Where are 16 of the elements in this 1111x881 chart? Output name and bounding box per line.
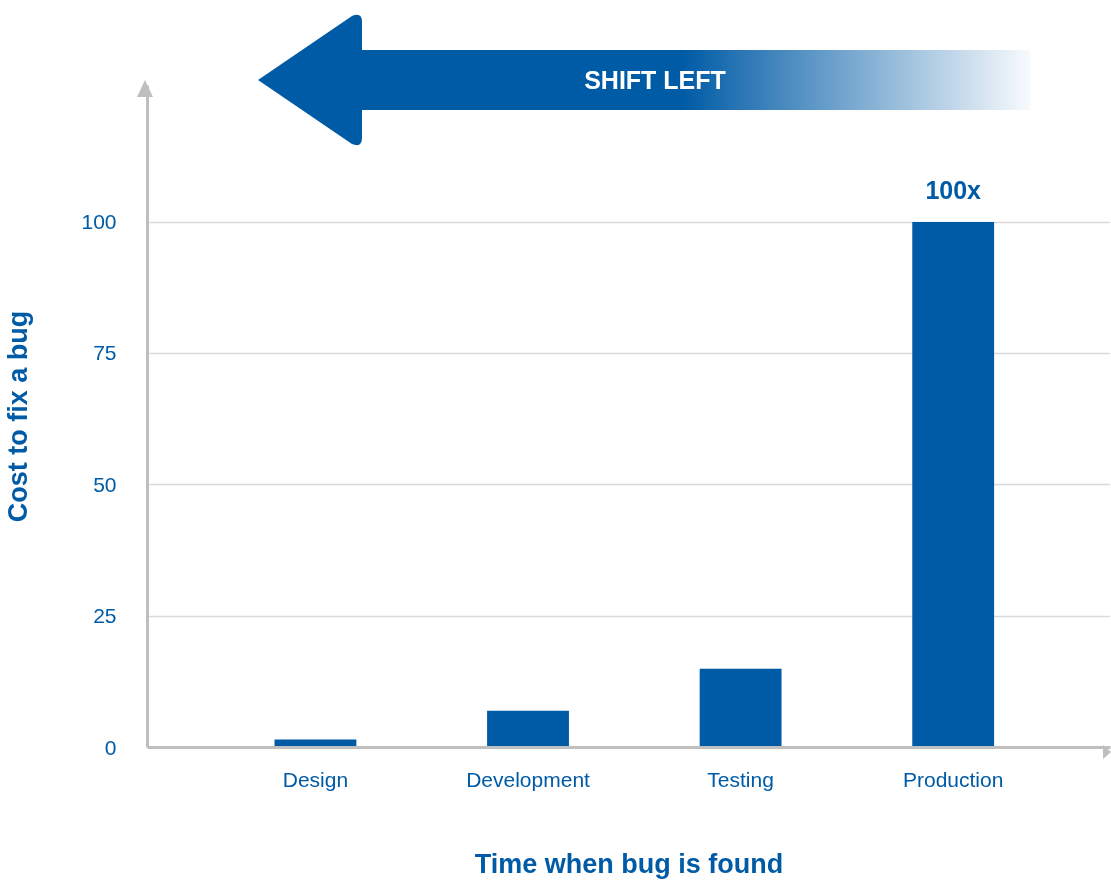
y-tick-label: 75 [93, 341, 117, 365]
annotation: SHIFT LEFT [584, 66, 726, 94]
data-label: 100x [925, 176, 982, 205]
bar [699, 668, 782, 748]
x-axis-title: Time when bug is found [474, 848, 784, 879]
y-tick-label: 50 [93, 472, 117, 496]
bar [487, 710, 569, 748]
y-tick-label: 0 [104, 735, 117, 759]
y-tick-label: 100 [81, 210, 117, 234]
x-tick-label: Development [466, 767, 591, 791]
y-axis-title: Cost to fix a bug [3, 310, 34, 523]
x-tick-label: Design [282, 767, 349, 791]
y-tick-label: 25 [93, 604, 117, 628]
x-tick-label: Testing [707, 767, 774, 791]
x-tick-label: Production [902, 767, 1004, 791]
bar [912, 222, 995, 748]
